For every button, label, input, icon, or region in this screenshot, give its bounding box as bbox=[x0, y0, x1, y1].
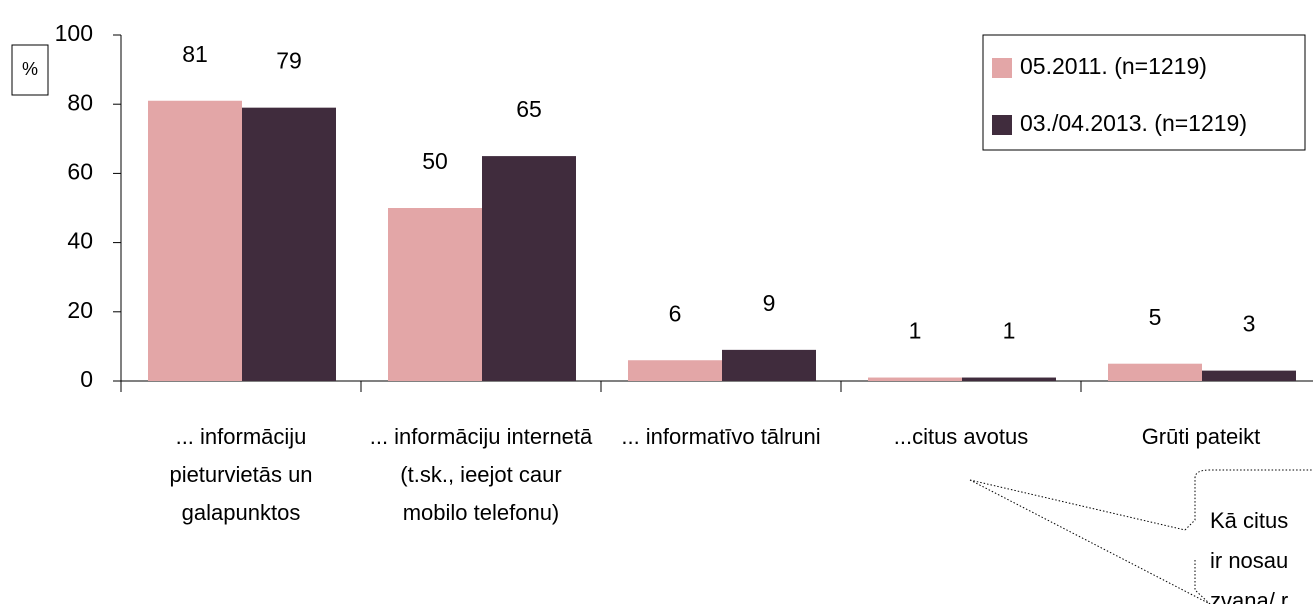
legend-label: 03./04.2013. (n=1219) bbox=[1020, 110, 1247, 136]
bar bbox=[242, 107, 336, 381]
bar bbox=[482, 156, 576, 381]
legend-swatch bbox=[992, 58, 1012, 78]
callout-outline bbox=[1184, 469, 1313, 604]
data-label: 81 bbox=[182, 41, 208, 67]
legend-box bbox=[982, 34, 1306, 151]
legend-label: 05.2011. (n=1219) bbox=[1020, 53, 1207, 79]
x-tick-label: ... informāciju internetā (t.sk., ieejot… bbox=[369, 424, 593, 525]
x-tick-label: Grūti pateikt bbox=[1141, 424, 1261, 449]
y-tick-label: 40 bbox=[67, 228, 93, 254]
x-tick-label: ... informatīvo tālruni bbox=[621, 424, 821, 449]
data-label: 9 bbox=[763, 290, 776, 316]
annotation: ir nosau bbox=[1210, 548, 1288, 573]
data-label: 6 bbox=[669, 300, 682, 326]
y-tick-label: 80 bbox=[67, 89, 93, 115]
y-tick-label: 20 bbox=[67, 297, 93, 323]
data-label: 1 bbox=[909, 318, 922, 344]
data-label: 1 bbox=[1003, 318, 1016, 344]
y-tick-label: 0 bbox=[80, 366, 93, 392]
data-label: 65 bbox=[516, 96, 542, 122]
bar bbox=[388, 208, 482, 381]
bar bbox=[722, 349, 816, 381]
bar bbox=[962, 377, 1056, 381]
y-tick-label: 100 bbox=[55, 20, 93, 46]
annotation: zvana/ r bbox=[1210, 588, 1288, 604]
data-label: 3 bbox=[1243, 311, 1256, 337]
bar bbox=[868, 377, 962, 381]
x-tick-label: ... informāciju pieturvietās un galapunk… bbox=[169, 424, 313, 525]
y-axis-label: % bbox=[22, 59, 38, 79]
bar bbox=[148, 100, 242, 382]
legend-swatch bbox=[992, 115, 1012, 135]
y-tick-label: 60 bbox=[67, 158, 93, 184]
y-label-box bbox=[11, 44, 49, 96]
bar bbox=[1108, 363, 1202, 381]
data-label: 79 bbox=[276, 48, 302, 74]
x-tick-label: ...citus avotus bbox=[893, 424, 1029, 449]
annotation: Kā citus bbox=[1210, 508, 1288, 533]
bar bbox=[628, 360, 722, 381]
data-label: 50 bbox=[422, 148, 448, 174]
data-label: 5 bbox=[1149, 304, 1162, 330]
bar bbox=[1202, 370, 1296, 381]
callout-pointer bbox=[969, 479, 1211, 604]
